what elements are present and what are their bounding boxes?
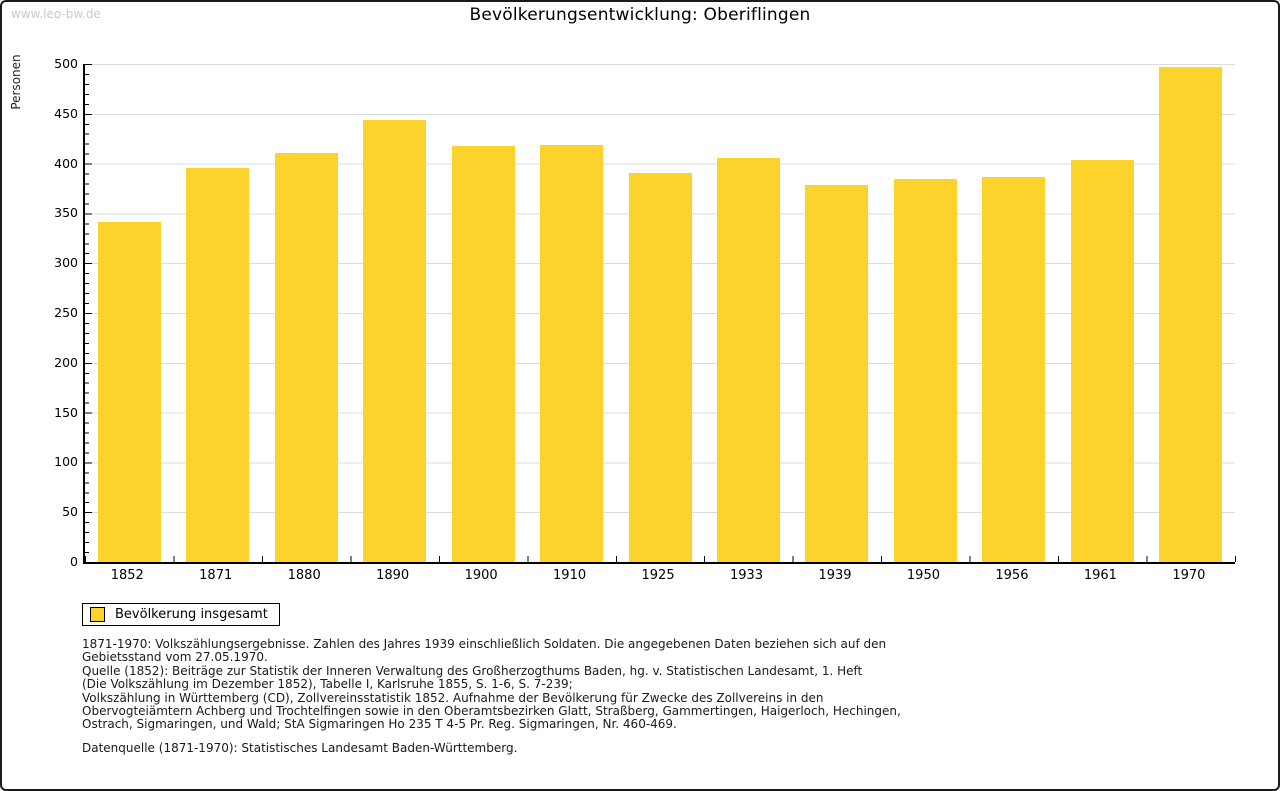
y-axis-label: Personen xyxy=(9,54,23,110)
bar-cell-1852 xyxy=(85,64,173,562)
x-tick-label: 1961 xyxy=(1083,568,1117,583)
y-tick-label: 150 xyxy=(54,404,78,420)
bar-1925 xyxy=(628,172,692,562)
y-tick-label: 100 xyxy=(54,454,78,470)
x-tick-label: 1956 xyxy=(995,568,1029,583)
y-tick-label: 450 xyxy=(54,105,78,121)
x-tick-label: 1925 xyxy=(641,568,675,583)
bar-cell-1880 xyxy=(262,64,350,562)
x-tick-label: 1910 xyxy=(553,568,587,583)
chart-title: Bevölkerungsentwicklung: Oberiflingen xyxy=(469,5,811,25)
bars-container xyxy=(85,64,1235,562)
x-tick-label: 1852 xyxy=(110,568,144,583)
y-axis-tick-labels: 500 450 400 350 300 250 200 150 100 50 0 xyxy=(32,2,78,789)
bar-cell-1970 xyxy=(1147,64,1235,562)
bar-1910 xyxy=(540,144,604,562)
bar-cell-1939 xyxy=(793,64,881,562)
bar-cell-1925 xyxy=(616,64,704,562)
footnote-line: (Die Volkszählung im Dezember 1852), Tab… xyxy=(82,677,573,692)
bar-cell-1871 xyxy=(173,64,261,562)
y-tick-label: 50 xyxy=(62,504,78,520)
x-tick-label: 1890 xyxy=(376,568,410,583)
footnote-line: Gebietsstand vom 27.05.1970. xyxy=(82,650,268,665)
bar-cell-1956 xyxy=(970,64,1058,562)
footnote-line: Ostrach, Sigmaringen, und Wald; StA Sigm… xyxy=(82,717,677,732)
x-tick-label: 1939 xyxy=(818,568,852,583)
legend-label: Bevölkerung insgesamt xyxy=(115,607,268,622)
bar-1956 xyxy=(982,176,1046,562)
bar-1950 xyxy=(893,178,957,562)
bar-1890 xyxy=(363,119,427,562)
bar-cell-1961 xyxy=(1058,64,1146,562)
bar-1970 xyxy=(1159,67,1223,562)
x-tick-label: 1900 xyxy=(464,568,498,583)
bar-cell-1890 xyxy=(350,64,438,562)
watermark: www.leo-bw.de xyxy=(11,7,101,21)
x-tick-label: 1871 xyxy=(199,568,233,583)
x-tick-label: 1880 xyxy=(287,568,321,583)
footnote-line: Volkszählung in Württemberg (CD), Zollve… xyxy=(82,690,824,705)
x-axis-ticks xyxy=(85,556,1236,562)
y-tick-label: 400 xyxy=(54,155,78,171)
bar-cell-1933 xyxy=(704,64,792,562)
y-tick-label: 250 xyxy=(54,305,78,320)
bar-1871 xyxy=(186,167,250,562)
bar-cell-1910 xyxy=(527,64,615,562)
footnote-line: Quelle (1852): Beiträge zur Statistik de… xyxy=(82,663,863,678)
y-tick-label: 300 xyxy=(54,255,78,271)
legend-swatch-icon xyxy=(90,607,105,622)
y-tick-label: 0 xyxy=(70,554,78,569)
plot-area xyxy=(83,64,1236,564)
x-tick-label: 1933 xyxy=(729,568,764,583)
x-tick-label: 1970 xyxy=(1172,568,1206,583)
bar-cell-1950 xyxy=(881,64,969,562)
bar-1880 xyxy=(274,152,338,562)
x-axis-tick-labels: 1852 1871 1880 1890 1900 1910 1925 1933 1939 1950… xyxy=(83,568,1233,583)
y-tick-label: 500 xyxy=(54,56,78,71)
bar-1900 xyxy=(451,145,515,562)
bar-cell-1900 xyxy=(439,64,527,562)
bar-1939 xyxy=(805,184,869,562)
footnote-line: 1871-1970: Volkszählungsergebnisse. Zahl… xyxy=(82,637,887,651)
y-tick-label: 350 xyxy=(54,205,78,221)
datasource-line: Datenquelle (1871-1970): Statistisches L… xyxy=(82,740,518,755)
footnote-line: Obervogteiämtern Achberg und Trochtelfin… xyxy=(82,704,901,719)
bar-1961 xyxy=(1070,159,1134,562)
footnotes: 1871-1970: Volkszählungsergebnisse. Zahl… xyxy=(82,637,901,755)
x-tick-label: 1950 xyxy=(906,568,940,583)
bar-1933 xyxy=(717,157,781,562)
bar-1852 xyxy=(97,222,161,562)
y-tick-label: 200 xyxy=(54,354,78,370)
legend: Bevölkerung insgesamt xyxy=(82,603,280,626)
